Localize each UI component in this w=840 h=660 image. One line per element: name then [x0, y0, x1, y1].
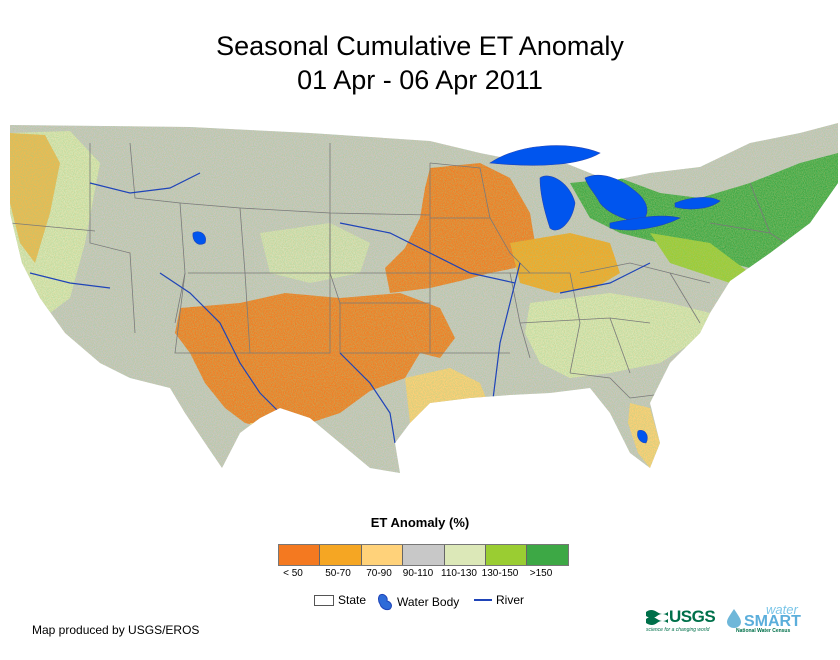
- legend-label: 70-90: [366, 568, 392, 579]
- legend-colorbar: [278, 544, 569, 566]
- credit-text: Map produced by USGS/EROS: [32, 623, 200, 637]
- legend-river-ref: River: [474, 593, 524, 607]
- legend-swatch-lt50: [279, 545, 320, 565]
- usgs-tagline: science for a changing world: [646, 627, 710, 633]
- legend-label: >150: [529, 568, 553, 579]
- smart-word: SMART: [744, 613, 801, 630]
- legend-swatch-130-150: [484, 545, 527, 565]
- river-label: River: [496, 593, 525, 607]
- great-lakes: [192, 145, 721, 444]
- legend-label: 130-150: [481, 568, 519, 579]
- state-outline-icon: [314, 594, 334, 606]
- usgs-wave-icon: [646, 610, 668, 625]
- usgs-logo: USGS science for a changing world: [646, 607, 716, 633]
- legend-state-ref: State: [314, 593, 366, 607]
- legend-title: ET Anomaly (%): [370, 515, 470, 530]
- legend-label: < 50: [283, 568, 303, 579]
- usgs-wordmark: USGS: [669, 607, 716, 626]
- map-title: Seasonal Cumulative ET Anomaly: [216, 31, 624, 61]
- water-drop-icon: [727, 609, 741, 628]
- river-line-icon: [474, 599, 492, 601]
- water-body-label: Water Body: [397, 595, 460, 609]
- legend-label: 90-110: [402, 568, 434, 579]
- legend-swatch-gt150: [526, 545, 568, 565]
- legend-swatch-90-110: [402, 545, 444, 565]
- legend-label: 50-70: [325, 568, 351, 579]
- legend-swatch-50-70: [319, 545, 361, 565]
- state-label: State: [338, 593, 367, 607]
- legend-swatch-110-130: [443, 545, 485, 565]
- water-body-icon: [378, 594, 392, 611]
- conus-anomaly-map: [10, 123, 838, 473]
- watersmart-logo: water SMART National Water Census: [726, 602, 801, 634]
- legend-swatch-70-90: [360, 545, 403, 565]
- legend-water-ref: Water Body: [376, 593, 459, 611]
- legend-label: 110-130: [441, 568, 477, 579]
- census-tagline: National Water Census: [736, 628, 791, 634]
- water-word: water: [766, 602, 798, 617]
- map-date-range: 01 Apr - 06 Apr 2011: [297, 65, 543, 95]
